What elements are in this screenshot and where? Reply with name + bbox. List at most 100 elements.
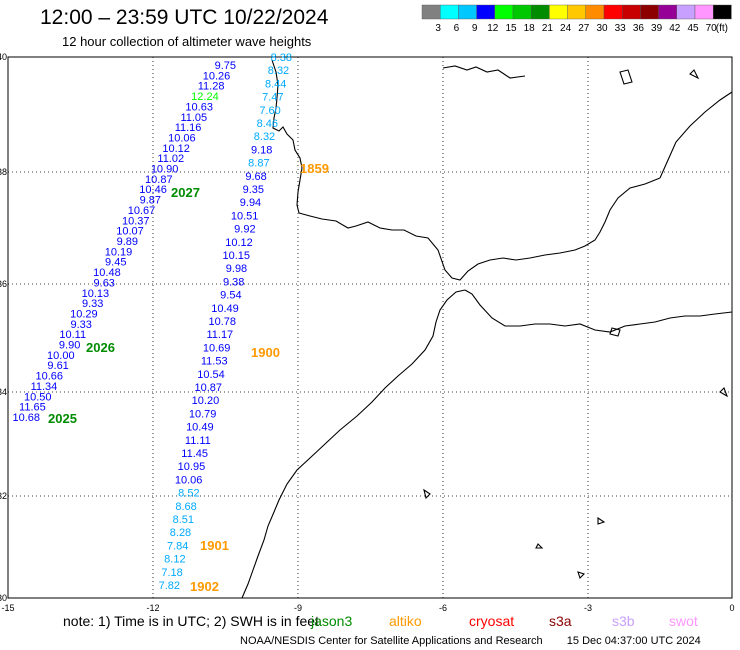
swh-value-label: 10.29 bbox=[70, 308, 98, 320]
lon-tick-label: -15 bbox=[1, 603, 14, 613]
morocco-atlantic-coast bbox=[241, 289, 466, 599]
lat-tick-label: 36 bbox=[0, 279, 7, 289]
swh-value-label: 10.68 bbox=[12, 412, 40, 424]
legend-label: 18 bbox=[524, 23, 536, 34]
swh-value-label: 8.12 bbox=[164, 554, 185, 566]
legend-label: 21 bbox=[542, 23, 554, 34]
island-1 bbox=[619, 69, 633, 85]
swh-value-label: 10.67 bbox=[128, 205, 156, 217]
swh-value-label: 9.98 bbox=[226, 263, 247, 275]
swh-value-label: 10.49 bbox=[186, 422, 214, 434]
swh-value-label: 10.06 bbox=[175, 474, 203, 486]
swh-value-label: 11.65 bbox=[19, 402, 46, 414]
swh-value-label: 10.48 bbox=[93, 267, 121, 279]
iberia-south-coast bbox=[298, 177, 661, 281]
pass-time-label: 2025 bbox=[48, 411, 77, 426]
swh-value-label: 10.49 bbox=[211, 303, 239, 315]
legend-label: 45 bbox=[687, 23, 699, 34]
swh-value-label: 11.17 bbox=[206, 329, 233, 341]
coastline bbox=[241, 59, 733, 599]
swh-value-label: 10.15 bbox=[222, 250, 250, 262]
swh-value-label: 7.84 bbox=[167, 540, 188, 552]
island-7 bbox=[535, 543, 544, 549]
swh-value-label: 9.18 bbox=[251, 144, 272, 156]
swh-value-label: 8.51 bbox=[173, 514, 194, 526]
legend-label: 42 bbox=[669, 23, 681, 34]
swh-value-label: 7.47 bbox=[262, 92, 283, 104]
swh-value-label: 10.63 bbox=[185, 101, 213, 113]
island-2 bbox=[689, 69, 700, 80]
swh-value-label: 10.06 bbox=[168, 132, 196, 144]
island-3 bbox=[609, 327, 621, 337]
swh-value-label: 10.54 bbox=[197, 369, 225, 381]
swh-value-label: 11.02 bbox=[157, 153, 184, 165]
altimeter-tracks: 9.7510.2611.2812.2410.6311.0511.1610.061… bbox=[12, 52, 292, 592]
credit-right: 15 Dec 04:37:00 UTC 2024 bbox=[566, 635, 701, 647]
legend-label: 9 bbox=[472, 23, 478, 34]
swh-value-label: 9.75 bbox=[215, 60, 236, 72]
legend-label: 15 bbox=[505, 23, 517, 34]
island-6 bbox=[597, 516, 606, 525]
lat-tick-label: 40 bbox=[0, 52, 7, 62]
swh-value-label: 10.90 bbox=[151, 164, 179, 176]
legend-label: 12 bbox=[487, 23, 499, 34]
pass-time-labels: 2027 2026 2025 1859 1900 1901 1902 bbox=[48, 161, 329, 594]
lat-lon-grid bbox=[8, 57, 732, 598]
swh-value-label: 8.44 bbox=[265, 78, 286, 90]
swh-value-label: 8.46 bbox=[257, 118, 278, 130]
legend-label: 27 bbox=[578, 23, 590, 34]
island-5 bbox=[423, 488, 431, 500]
swh-value-label: 11.28 bbox=[198, 81, 225, 93]
satellite-altiko: altiko bbox=[389, 613, 422, 629]
swh-value-label: 9.61 bbox=[47, 360, 68, 372]
iberia-north-coast bbox=[442, 65, 526, 79]
swh-value-label: 11.45 bbox=[181, 448, 208, 460]
swh-value-label: 10.37 bbox=[122, 215, 150, 227]
swh-value-label: 9.33 bbox=[82, 298, 103, 310]
swh-value-label: 8.68 bbox=[175, 501, 196, 513]
legend-label: 3 bbox=[435, 23, 441, 34]
swh-value-label: 9.54 bbox=[220, 290, 241, 302]
swh-value-label: 9.89 bbox=[117, 236, 138, 248]
legend-label: 24 bbox=[560, 23, 572, 34]
swh-value-label: 9.38 bbox=[223, 276, 244, 288]
swh-value-label: 9.45 bbox=[105, 257, 126, 269]
swh-value-label: 10.69 bbox=[203, 342, 231, 354]
morocco-med-coast bbox=[464, 289, 733, 333]
credit-line: NOAA/NESDIS Center for Satellite Applica… bbox=[240, 635, 701, 647]
swh-value-label: 10.07 bbox=[116, 226, 144, 238]
swh-value-label: 9.94 bbox=[240, 197, 261, 209]
legend-label: 36 bbox=[633, 23, 645, 34]
pass-time-label: 2027 bbox=[171, 185, 200, 200]
swh-value-label: 10.95 bbox=[178, 461, 206, 473]
swh-value-label: 10.87 bbox=[145, 174, 173, 186]
swh-value-label: 10.20 bbox=[192, 395, 220, 407]
footer-note: note: 1) Time is in UTC; 2) SWH is in fe… bbox=[63, 613, 319, 629]
satellite-s3a: s3a bbox=[549, 613, 572, 629]
legend-unit: (ft) bbox=[716, 23, 728, 34]
spain-east-coast bbox=[659, 91, 733, 179]
legend-label: 30 bbox=[596, 23, 608, 34]
swh-value-label: 10.50 bbox=[24, 391, 52, 403]
swh-value-label: 10.00 bbox=[47, 350, 75, 362]
swh-value-label: 8.38 bbox=[271, 52, 292, 64]
swh-value-label: 10.78 bbox=[208, 316, 236, 328]
swh-value-label: 10.13 bbox=[82, 288, 110, 300]
swh-value-label: 9.35 bbox=[243, 184, 264, 196]
legend-label: 33 bbox=[615, 23, 627, 34]
lat-tick-label: 34 bbox=[0, 387, 7, 397]
swh-value-label: 9.63 bbox=[94, 277, 115, 289]
map-title: 12:00 – 23:59 UTC 10/22/2024 bbox=[40, 6, 329, 29]
legend-label: 70 bbox=[706, 23, 718, 34]
satellite-s3b: s3b bbox=[612, 613, 635, 629]
swh-value-label: 10.12 bbox=[225, 237, 253, 249]
swh-value-label: 8.32 bbox=[268, 65, 289, 77]
swh-value-label: 10.19 bbox=[105, 246, 133, 258]
lon-tick-label: -6 bbox=[439, 603, 447, 613]
lon-tick-label: -9 bbox=[294, 603, 302, 613]
map-subtitle: 12 hour collection of altimeter wave hei… bbox=[62, 34, 312, 49]
swh-value-label: 8.87 bbox=[248, 158, 269, 170]
swh-value-label: 9.90 bbox=[59, 340, 80, 352]
satellite-swot: swot bbox=[669, 613, 698, 629]
pass-time-label: 1900 bbox=[251, 345, 280, 360]
